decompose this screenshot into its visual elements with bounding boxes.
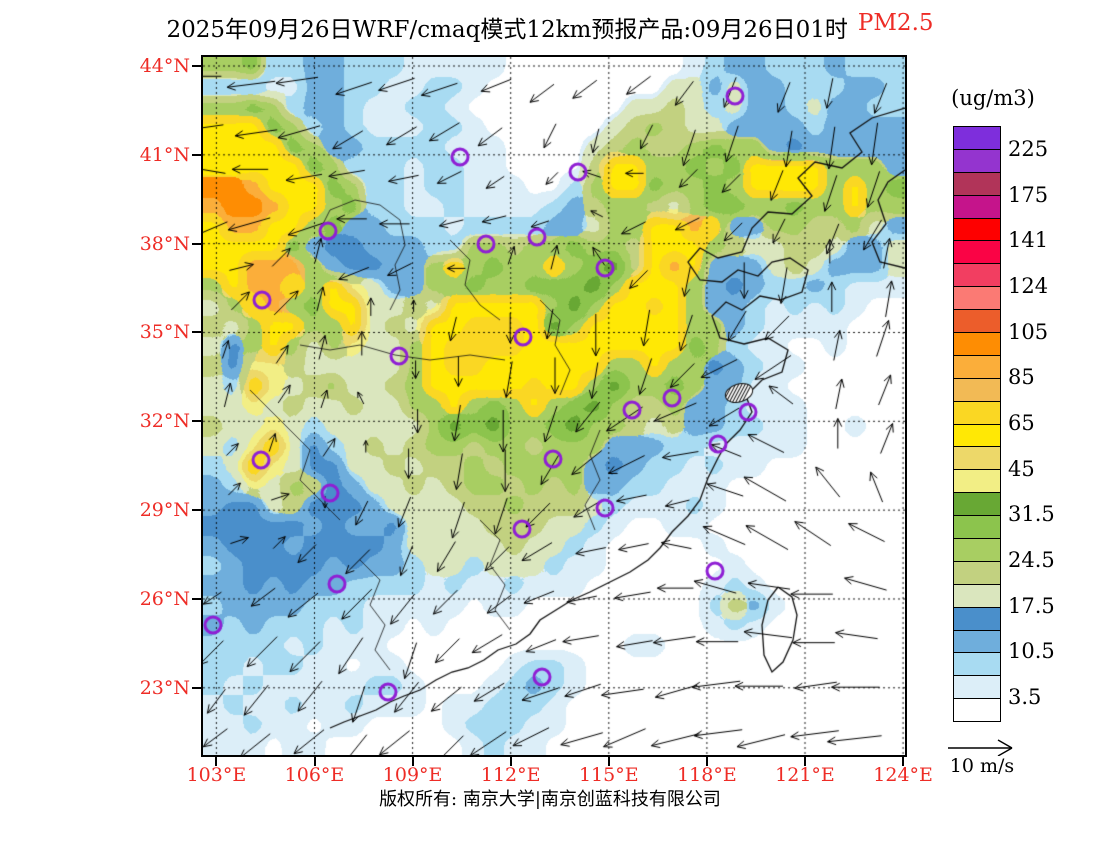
legend-value-label: 3.5: [1008, 685, 1042, 710]
lat-tick: [192, 509, 201, 512]
copyright-note: 版权所有: 南京大学|南京创蓝科技有限公司: [379, 789, 721, 810]
legend-segment: [954, 401, 1000, 425]
lat-label: 23°N: [139, 676, 190, 699]
lon-label: 103°E: [186, 764, 247, 786]
legend-segment: [954, 195, 1000, 219]
legend-value-label: 225: [1008, 136, 1049, 161]
lon-label: 112°E: [480, 764, 541, 786]
lon-tick: [902, 757, 905, 766]
legend-value-label: 10.5: [1008, 639, 1055, 664]
lat-label: 29°N: [139, 499, 190, 522]
legend-colorbar: [953, 126, 1001, 722]
legend-value-label: 141: [1008, 228, 1049, 253]
lat-tick: [192, 597, 201, 600]
legend-value-label: 17.5: [1008, 593, 1055, 618]
legend-value-label: 105: [1008, 319, 1049, 344]
legend-units-label: (ug/m3): [951, 86, 1035, 110]
legend-value-label: 175: [1008, 182, 1049, 207]
legend-segment: [954, 630, 1000, 654]
legend-segment: [954, 561, 1000, 585]
wind-scale-label: 10 m/s: [949, 755, 1015, 777]
legend-segment: [954, 584, 1000, 608]
legend-segment: [954, 699, 1000, 722]
lat-tick: [192, 331, 201, 334]
lon-tick: [313, 757, 316, 766]
legend-segment: [954, 264, 1000, 288]
legend-value-label: 85: [1008, 365, 1035, 390]
legend-value-label: 124: [1008, 273, 1049, 298]
legend-value-label: 31.5: [1008, 502, 1055, 527]
lon-label: 121°E: [775, 764, 835, 786]
title-pollutant-highlight: PM2.5: [857, 10, 934, 36]
legend-segment: [954, 172, 1000, 196]
lat-label: 44°N: [139, 55, 190, 77]
lon-label: 115°E: [578, 764, 639, 786]
lon-tick: [215, 757, 218, 766]
legend-segment: [954, 149, 1000, 173]
lat-label: 38°N: [139, 232, 190, 255]
lon-label: 109°E: [382, 764, 443, 786]
legend-segment: [954, 218, 1000, 242]
legend-value-label: 45: [1008, 456, 1035, 481]
legend-segment: [954, 493, 1000, 517]
legend-segment: [954, 516, 1000, 540]
legend-segment: [954, 355, 1000, 379]
lon-tick: [411, 757, 414, 766]
lat-label: 35°N: [139, 321, 190, 344]
lon-tick: [804, 757, 806, 766]
lon-label: 124°E: [873, 764, 933, 786]
lon-tick: [509, 757, 512, 766]
legend-segment: [954, 241, 1000, 265]
pm25-map-canvas: [203, 57, 905, 755]
legend-segment: [954, 127, 1000, 150]
lat-tick: [192, 420, 201, 423]
legend-segment: [954, 310, 1000, 334]
lat-label: 26°N: [139, 587, 190, 610]
legend-segment: [954, 676, 1000, 700]
lon-label: 106°E: [284, 764, 345, 786]
title-text: 2025年09月26日WRF/cmaq模式12km预报产品:09月26日01时: [166, 17, 848, 43]
legend-segment: [954, 424, 1000, 448]
page-title: 2025年09月26日WRF/cmaq模式12km预报产品:09月26日01时 …: [0, 10, 1100, 44]
lon-label: 118°E: [677, 764, 737, 786]
legend-segment: [954, 653, 1000, 677]
legend-segment: [954, 378, 1000, 402]
lat-tick: [192, 65, 201, 67]
lon-tick: [607, 757, 610, 766]
legend-segment: [954, 470, 1000, 494]
wind-scale-arrow-icon: [948, 739, 1013, 756]
lon-tick: [705, 757, 708, 766]
legend-segment: [954, 607, 1000, 631]
legend-segment: [954, 539, 1000, 562]
lat-label: 41°N: [139, 143, 190, 166]
legend-segment: [954, 447, 1000, 471]
map-frame: [201, 55, 907, 757]
legend-segment: [954, 287, 1000, 311]
lat-tick: [192, 686, 201, 689]
lat-tick: [192, 242, 201, 245]
legend-segment: [954, 333, 1000, 356]
lat-tick: [192, 153, 201, 156]
legend-value-label: 24.5: [1008, 548, 1055, 573]
lat-label: 32°N: [139, 410, 190, 433]
legend-value-label: 65: [1008, 411, 1035, 435]
